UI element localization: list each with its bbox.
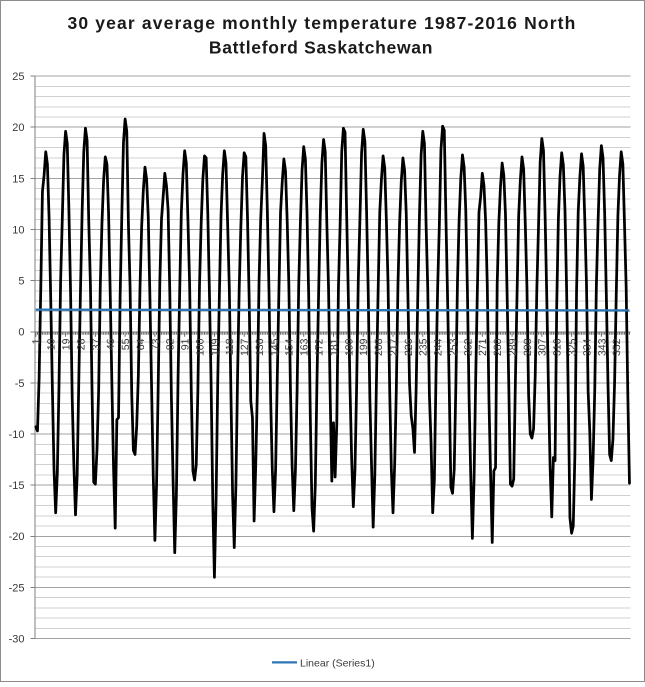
svg-text:244: 244 xyxy=(433,338,445,356)
svg-text:73: 73 xyxy=(150,338,162,350)
svg-text:-15: -15 xyxy=(9,480,25,492)
svg-text:91: 91 xyxy=(180,338,192,350)
svg-text:343: 343 xyxy=(596,338,608,356)
svg-text:64: 64 xyxy=(135,338,147,350)
svg-text:109: 109 xyxy=(209,338,221,356)
svg-text:1: 1 xyxy=(31,338,43,344)
svg-text:10: 10 xyxy=(12,224,24,236)
svg-text:Linear (Series1): Linear (Series1) xyxy=(300,657,375,669)
svg-text:181: 181 xyxy=(328,338,340,356)
svg-text:10: 10 xyxy=(46,338,58,350)
svg-text:127: 127 xyxy=(239,338,251,356)
svg-text:-10: -10 xyxy=(9,429,25,441)
svg-text:172: 172 xyxy=(313,338,325,356)
svg-text:20: 20 xyxy=(12,122,24,134)
svg-text:145: 145 xyxy=(269,338,281,356)
svg-text:-5: -5 xyxy=(15,378,25,390)
svg-text:226: 226 xyxy=(403,338,415,356)
svg-text:262: 262 xyxy=(462,338,474,356)
svg-text:217: 217 xyxy=(388,338,400,356)
svg-text:-25: -25 xyxy=(9,582,25,594)
svg-text:325: 325 xyxy=(567,338,579,356)
svg-text:334: 334 xyxy=(581,338,593,356)
svg-text:289: 289 xyxy=(507,338,519,356)
svg-text:0: 0 xyxy=(18,327,24,339)
svg-text:118: 118 xyxy=(224,338,236,355)
svg-text:-20: -20 xyxy=(9,531,25,543)
svg-text:100: 100 xyxy=(194,338,206,356)
svg-text:46: 46 xyxy=(105,338,117,350)
svg-text:199: 199 xyxy=(358,338,370,356)
svg-text:307: 307 xyxy=(537,338,549,356)
svg-text:37: 37 xyxy=(90,338,102,350)
svg-text:55: 55 xyxy=(120,338,132,350)
svg-text:163: 163 xyxy=(299,338,311,356)
svg-text:352: 352 xyxy=(611,338,623,356)
svg-text:316: 316 xyxy=(552,338,564,356)
svg-text:154: 154 xyxy=(284,338,296,356)
svg-text:280: 280 xyxy=(492,338,504,356)
svg-text:Battleford Saskatchewan: Battleford Saskatchewan xyxy=(209,38,433,58)
svg-text:298: 298 xyxy=(522,338,534,356)
svg-text:208: 208 xyxy=(373,338,385,356)
svg-text:15: 15 xyxy=(12,173,24,185)
svg-text:30 year average monthly temper: 30 year average monthly temperature 1987… xyxy=(67,13,576,33)
svg-text:28: 28 xyxy=(75,338,87,350)
svg-text:5: 5 xyxy=(18,276,24,288)
svg-text:235: 235 xyxy=(418,338,430,356)
svg-text:190: 190 xyxy=(343,338,355,356)
svg-text:271: 271 xyxy=(477,338,489,356)
svg-text:25: 25 xyxy=(12,71,24,83)
svg-text:19: 19 xyxy=(60,338,72,350)
svg-text:82: 82 xyxy=(165,338,177,350)
svg-text:-30: -30 xyxy=(9,633,25,645)
svg-text:253: 253 xyxy=(447,338,459,356)
svg-text:136: 136 xyxy=(254,338,266,356)
